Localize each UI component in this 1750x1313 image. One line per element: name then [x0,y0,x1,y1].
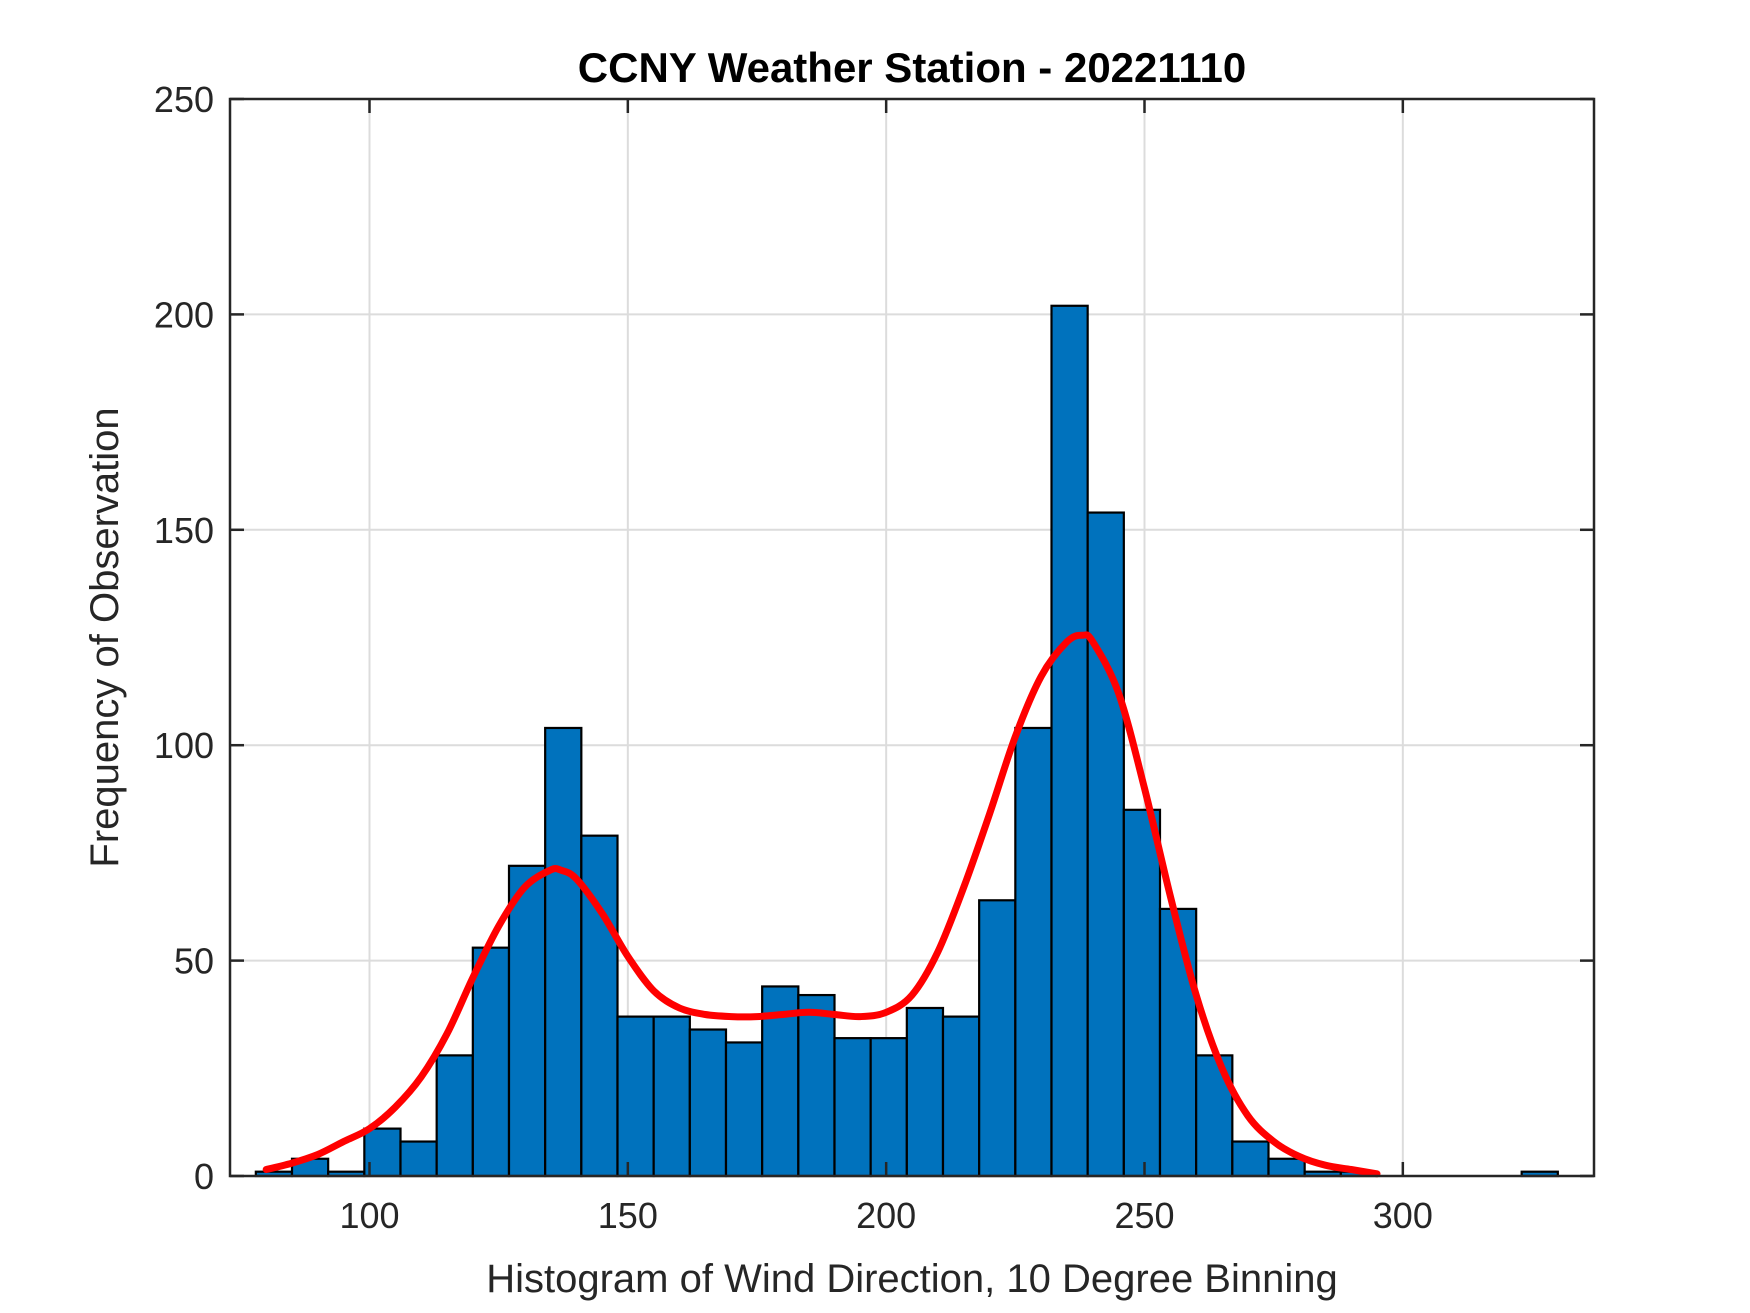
histogram-bar [616,1015,655,1178]
y-axis-label: Frequency of Observation [83,407,127,867]
histogram-bar [869,1037,908,1178]
y-tick-label: 250 [154,79,214,120]
histogram-bar [1086,511,1125,1178]
histogram-bar [544,726,583,1178]
x-tick-label: 300 [1373,1195,1433,1236]
y-tick-label: 0 [194,1156,214,1197]
y-tick-label: 150 [154,510,214,551]
histogram-bar [1158,907,1198,1178]
histogram-bar [399,1140,438,1178]
histogram-bar [435,1054,474,1178]
histogram-bar [652,1015,691,1178]
histogram-bar [905,1006,945,1178]
x-tick-label: 200 [856,1195,916,1236]
axes-frame [228,97,1596,1178]
histogram-bar [507,864,547,1178]
y-tick-label: 50 [174,941,214,982]
histogram-bar [1122,808,1162,1178]
x-tick-label: 250 [1114,1195,1174,1236]
histogram-bar [1050,304,1089,1178]
histogram-bar [471,946,511,1178]
chart-title: CCNY Weather Station - 20221110 [578,44,1246,91]
x-tick-label: 100 [339,1195,399,1236]
y-tick-label: 200 [154,294,214,335]
tick-labels: 100 150 200 250 300 0 50 100 150 200 250 [154,79,1433,1236]
histogram-bar [941,1015,981,1178]
histogram-bar [1014,726,1053,1178]
histogram-bar [797,993,836,1178]
histogram-bar [724,1041,764,1178]
x-tick-label: 150 [598,1195,658,1236]
tick-marks [230,97,1594,1178]
histogram-bar [1231,1140,1270,1178]
histogram-bar [1267,1157,1306,1178]
x-axis-label: Histogram of Wind Direction, 10 Degree B… [486,1257,1338,1301]
fit-curve-line [262,631,1381,1178]
histogram-bar [978,899,1017,1178]
histogram-bar [688,1028,728,1178]
histogram-bar [833,1037,872,1178]
y-tick-label: 100 [154,725,214,766]
